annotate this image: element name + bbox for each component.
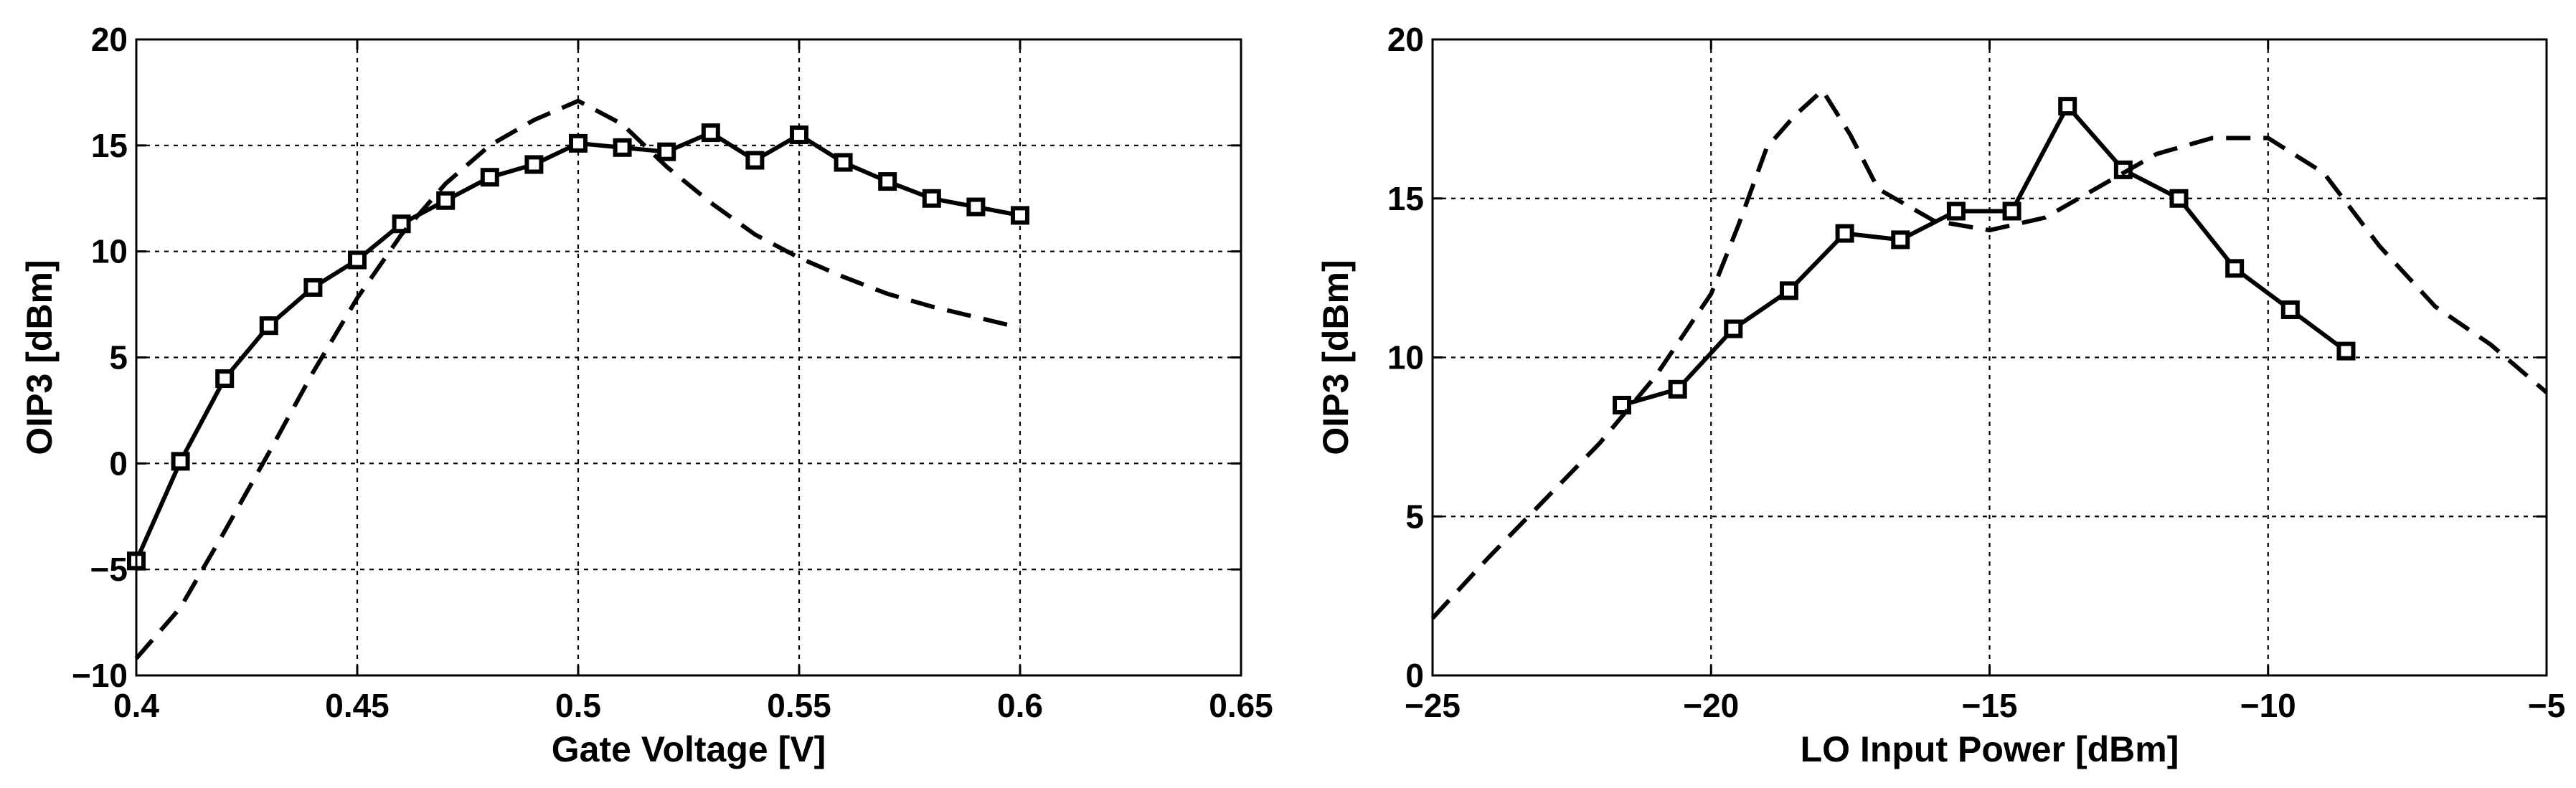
data-point-marker: [348, 250, 367, 270]
data-point-marker: [569, 133, 588, 153]
y-tick-label: 0: [1405, 657, 1424, 694]
y-axis-label: OIP3 [dBm]: [19, 260, 60, 455]
data-point-marker: [834, 153, 853, 172]
data-point-marker: [657, 142, 676, 161]
data-point-marker: [303, 277, 323, 297]
data-point-marker: [922, 189, 941, 208]
x-tick-label: −5: [2528, 687, 2565, 724]
x-tick-label: 0.6: [997, 687, 1043, 724]
data-point-marker: [745, 151, 765, 170]
data-point-marker: [1668, 379, 1687, 399]
data-point-marker: [1011, 206, 1029, 225]
data-point-marker: [613, 138, 632, 157]
x-tick-label: 0.4: [113, 687, 159, 724]
y-tick-label: −10: [72, 657, 128, 694]
y-tick-label: 15: [1387, 180, 1424, 217]
x-axis-label: Gate Voltage [V]: [552, 729, 826, 769]
y-axis-label: OIP3 [dBm]: [1316, 260, 1356, 455]
y-tick-label: 5: [109, 339, 128, 376]
y-tick-label: 20: [91, 21, 128, 58]
data-point-marker: [436, 191, 456, 210]
plot-frame: [135, 38, 1242, 677]
data-point-marker: [878, 172, 897, 191]
data-point-marker: [2280, 300, 2300, 319]
y-tick-label: −5: [90, 551, 128, 588]
data-point-marker: [2225, 259, 2245, 278]
x-tick-label: 0.65: [1209, 687, 1273, 724]
data-point-marker: [1613, 396, 1632, 415]
data-point-marker: [1724, 319, 1743, 338]
data-point-marker: [171, 452, 190, 471]
data-point-marker: [1946, 201, 1966, 221]
data-point-marker: [215, 369, 235, 389]
x-tick-label: 0.55: [767, 687, 831, 724]
x-tick-label: −25: [1405, 687, 1461, 724]
x-tick-label: −15: [1961, 687, 2017, 724]
y-tick-label: 15: [91, 127, 128, 164]
dashed-series-line: [1430, 87, 2548, 620]
left-plot: 0.4 0.45 0.5 0.55 0.6 0.65 −10 −5 0 5 10 15 20 Gate V…: [19, 21, 1273, 769]
y-tick-label: 10: [1387, 339, 1424, 376]
data-point-marker: [790, 125, 808, 145]
data-point-marker: [1779, 281, 1798, 300]
right-plot: −25 −20 −15 −10 −5 0 5 10 15 20 LO Input Power [dB…: [1316, 21, 2565, 769]
data-point-marker: [259, 316, 278, 336]
plot-frame: [1431, 38, 2548, 677]
data-point-marker: [1891, 230, 1910, 250]
data-point-marker: [480, 168, 499, 187]
data-point-marker: [524, 155, 544, 174]
y-tick-label: 20: [1387, 21, 1424, 58]
x-tick-label: 0.45: [325, 687, 390, 724]
x-axis-label: LO Input Power [dBm]: [1801, 729, 2179, 769]
y-tick-label: 5: [1405, 498, 1424, 535]
dashed-series-line: [134, 98, 1021, 660]
x-tick-label: 0.5: [555, 687, 601, 724]
data-point-marker: [2336, 341, 2356, 361]
x-tick-label: −20: [1683, 687, 1739, 724]
x-tick-label: −10: [2240, 687, 2296, 724]
data-point-marker: [1835, 224, 1854, 243]
data-point-marker: [701, 123, 720, 143]
data-point-marker: [2058, 97, 2077, 116]
y-tick-label: 10: [91, 233, 128, 270]
data-point-marker: [2169, 189, 2189, 208]
y-tick-label: 0: [109, 445, 128, 482]
data-point-marker: [2002, 201, 2021, 221]
data-point-marker: [966, 197, 986, 217]
